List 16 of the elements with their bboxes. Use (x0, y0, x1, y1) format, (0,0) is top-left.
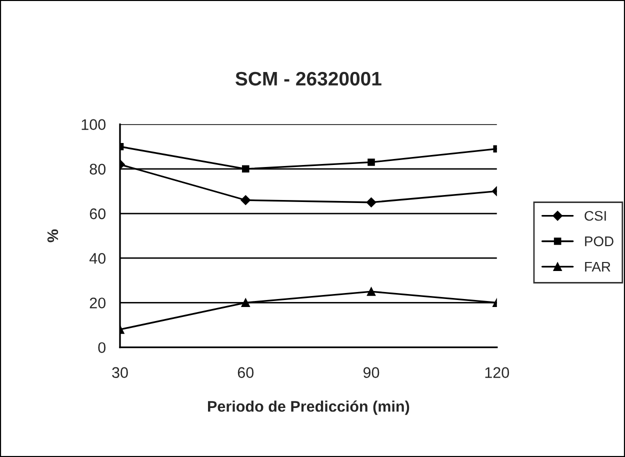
x-tick-label: 30 (112, 367, 128, 378)
legend-label: FAR (585, 262, 610, 272)
y-tick-label: 60 (90, 208, 106, 220)
x-tick-label: 120 (485, 367, 510, 378)
y-tick-label: 80 (90, 164, 106, 175)
y-tick-label: 20 (90, 298, 106, 308)
legend-label: POD (585, 236, 614, 246)
y-tick-label: 0 (98, 342, 106, 354)
chart-title: SCM - 26320001 (236, 72, 382, 86)
legend-label: CSI (584, 210, 606, 221)
y-axis-title: % (47, 229, 58, 242)
x-axis-title: Periodo de Predicción (min) (208, 400, 410, 415)
x-tick-label: 90 (363, 367, 380, 378)
x-tick-label: 60 (238, 367, 254, 378)
y-tick-label: 40 (89, 252, 106, 264)
y-tick-label: 100 (82, 119, 106, 130)
